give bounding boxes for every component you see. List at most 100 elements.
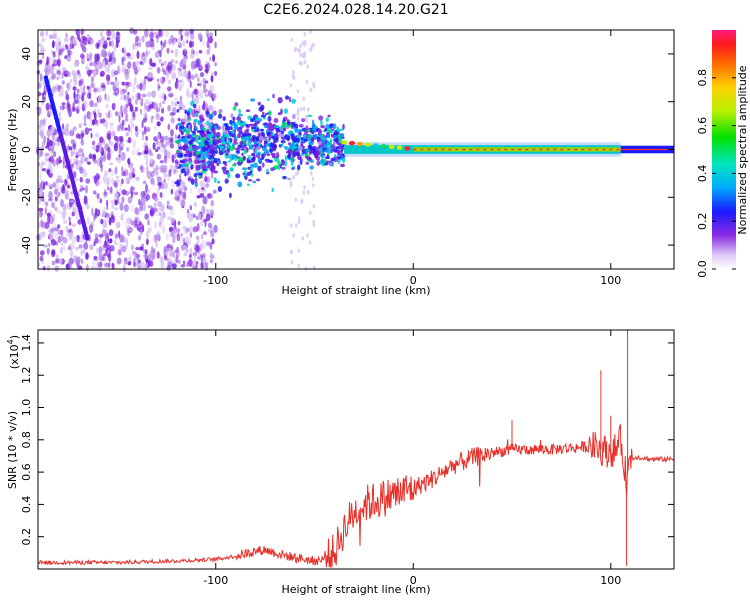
spectral-mark: [333, 132, 339, 136]
spectral-mark: [206, 135, 212, 139]
noise-mark: [43, 94, 46, 98]
noise-mark: [61, 80, 65, 85]
spectral-mark: [229, 167, 234, 172]
noise-mark: [102, 44, 108, 49]
noise-mark: [57, 70, 62, 80]
noise-mark: [126, 95, 130, 99]
noise-mark: [50, 145, 55, 153]
noise-mark: [75, 134, 79, 139]
noise-mark: [161, 211, 166, 219]
noise-mark: [198, 105, 201, 114]
noise-mark: [75, 106, 80, 115]
spectral-mark: [221, 141, 226, 145]
noise-mark: [155, 239, 158, 248]
spectral-mark: [192, 103, 197, 109]
noise-mark: [117, 141, 120, 149]
noise-mark: [82, 168, 86, 173]
noise-mark: [108, 217, 112, 226]
noise-mark: [39, 129, 44, 137]
noise-mark: [52, 59, 58, 67]
spectral-mark: [316, 138, 320, 143]
spectral-mark: [201, 187, 205, 191]
noise-mark: [97, 142, 102, 149]
spectral-mark: [241, 145, 247, 149]
noise-mark: [81, 95, 84, 101]
noise-mark: [135, 98, 138, 105]
noise-mark: [103, 194, 107, 199]
noise-mark: [38, 222, 41, 228]
noise-mark: [66, 100, 70, 108]
noise-mark: [186, 166, 190, 174]
noise-mark: [106, 178, 110, 186]
noise-mark: [39, 171, 42, 180]
noise-mark: [87, 58, 90, 62]
noise-mark: [136, 223, 140, 231]
noise-mark: [117, 249, 122, 256]
noise-mark: [161, 164, 167, 172]
spectral-mark: [396, 145, 403, 150]
noise-mark: [107, 253, 110, 258]
noise-mark: [68, 146, 73, 151]
spectral-mark: [177, 136, 180, 139]
noise-mark: [161, 142, 164, 148]
noise-mark: [214, 41, 217, 49]
noise-mark: [170, 230, 175, 237]
spectral-mark: [314, 152, 319, 159]
noise-mark: [76, 108, 80, 114]
y-tick-label: 1.0: [20, 399, 33, 417]
noise-mark: [203, 83, 206, 89]
spectral-mark: [188, 122, 192, 126]
noise-mark: [143, 253, 148, 258]
noise-mark: [121, 57, 124, 66]
noise-mark: [156, 230, 161, 236]
noise-mark: [299, 52, 302, 58]
noise-mark: [99, 237, 102, 244]
spectral-mark: [241, 152, 244, 157]
noise-mark: [101, 229, 108, 237]
noise-mark: [77, 94, 82, 100]
noise-mark: [125, 81, 130, 86]
spectral-mark: [191, 133, 195, 138]
spectral-mark: [294, 123, 299, 129]
noise-mark: [133, 29, 138, 35]
noise-mark: [84, 127, 90, 135]
noise-mark: [182, 40, 186, 47]
y-tick-label: -40: [20, 236, 33, 254]
noise-mark: [38, 199, 41, 205]
noise-mark: [170, 59, 175, 63]
noise-mark: [199, 181, 204, 189]
noise-mark: [57, 59, 61, 67]
noise-mark: [163, 70, 167, 75]
noise-mark: [212, 54, 216, 62]
noise-mark: [189, 232, 192, 238]
noise-mark: [174, 229, 177, 238]
noise-mark: [113, 92, 118, 96]
noise-mark: [180, 34, 183, 41]
spectral-mark: [237, 128, 242, 133]
spectral-mark: [247, 183, 250, 187]
noise-mark: [106, 206, 109, 210]
spectral-mark: [215, 131, 221, 138]
noise-mark: [128, 123, 131, 133]
noise-mark: [110, 125, 114, 132]
noise-mark: [82, 46, 87, 53]
spectral-mark: [181, 168, 185, 174]
noise-mark: [113, 79, 120, 88]
noise-mark: [120, 151, 126, 161]
spectral-mark: [291, 124, 294, 130]
noise-mark: [115, 242, 120, 246]
noise-mark: [117, 124, 121, 132]
noise-mark: [211, 106, 216, 112]
spectral-mark: [283, 108, 289, 114]
noise-mark: [131, 109, 136, 114]
noise-mark: [144, 28, 149, 38]
noise-mark: [75, 165, 79, 170]
noise-mark: [115, 221, 121, 229]
noise-mark: [48, 66, 54, 75]
noise-mark: [41, 221, 46, 229]
spectral-mark: [237, 181, 243, 188]
spectral-mark: [320, 119, 323, 126]
noise-mark: [48, 236, 53, 240]
noise-mark: [137, 39, 142, 48]
spectral-mark: [195, 151, 199, 156]
